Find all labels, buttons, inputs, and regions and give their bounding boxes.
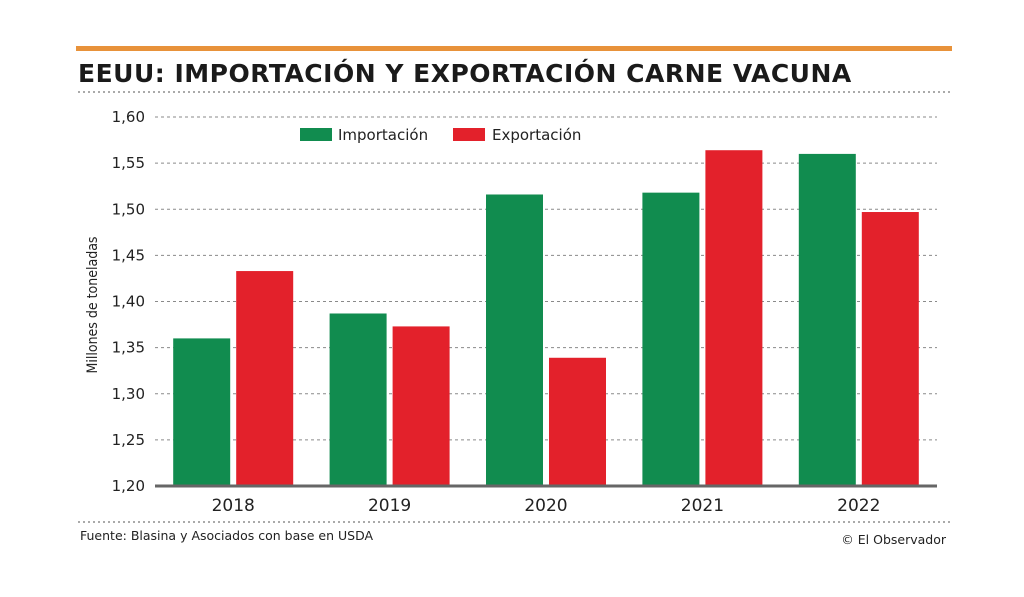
y-tick-label: 1,25 [112, 431, 145, 449]
y-axis-label: Millones de toneladas [85, 237, 101, 374]
x-tick-label: 2018 [212, 496, 255, 516]
y-tick-label: 1,35 [112, 339, 145, 357]
legend: Importación Exportación [300, 126, 581, 144]
y-tick-label: 1,60 [112, 108, 145, 126]
import-bar-2020 [486, 194, 543, 487]
y-tick-label: 1,50 [112, 200, 145, 218]
import-bar-2021 [642, 192, 700, 486]
export-bar-2022 [861, 212, 919, 486]
y-tick-label: 1,55 [112, 154, 145, 172]
export-bar-2019 [392, 326, 450, 486]
credit-note: © El Observador [841, 532, 947, 547]
x-tick-label: 2019 [368, 496, 411, 516]
y-tick-label: 1,40 [112, 293, 145, 311]
export-bar-2020 [549, 357, 606, 486]
header-accent-bar [76, 46, 952, 51]
import-bar-2022 [798, 153, 856, 486]
legend-label-import: Importación [338, 126, 428, 144]
x-tick-label: 2020 [524, 496, 567, 516]
export-bar-2021 [705, 150, 763, 486]
bars [173, 150, 919, 487]
legend-swatch-import [300, 128, 332, 141]
import-bar-2019 [329, 313, 387, 486]
chart-title: EEUU: IMPORTACIÓN Y EXPORTACIÓN CARNE VA… [78, 58, 852, 88]
x-ticks: 2018 2019 2020 2021 2022 [212, 496, 881, 516]
x-tick-label: 2021 [681, 496, 724, 516]
y-ticks: 1,20 1,25 1,30 1,35 1,40 1,45 1,50 1,55 1,60 [112, 108, 145, 495]
y-tick-label: 1,30 [112, 385, 145, 403]
import-bar-2018 [173, 338, 231, 486]
grid [155, 116, 937, 441]
y-tick-label: 1,20 [112, 477, 145, 495]
y-tick-label: 1,45 [112, 246, 145, 264]
source-note: Fuente: Blasina y Asociados con base en … [80, 528, 373, 543]
legend-label-export: Exportación [492, 126, 581, 144]
legend-swatch-export [453, 128, 485, 141]
export-bar-2018 [236, 271, 294, 486]
x-tick-label: 2022 [837, 496, 880, 516]
